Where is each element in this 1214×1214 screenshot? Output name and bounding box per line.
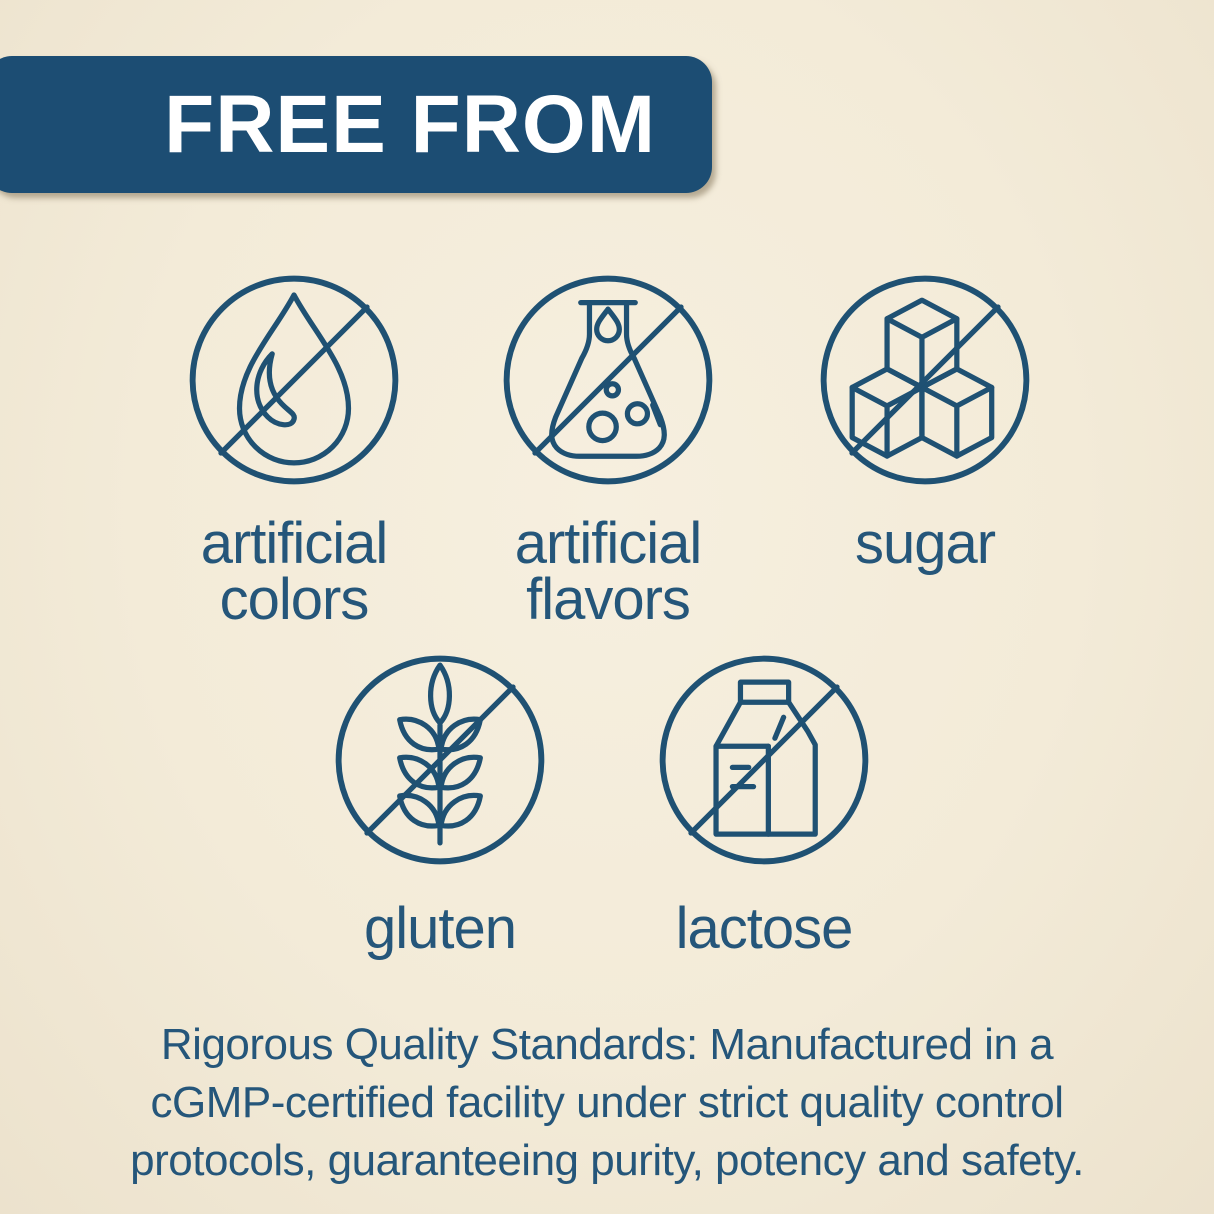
free-from-banner: FREE FROM — [0, 56, 712, 193]
label-line: artificial — [200, 511, 389, 576]
label-line: colors — [219, 567, 370, 632]
label-gluten: gluten — [280, 896, 600, 961]
label-lactose: lactose — [604, 896, 924, 961]
no-wheat-icon — [331, 651, 549, 869]
label-artificial-flavors: artificial flavors — [448, 511, 768, 632]
label-line: lactose — [675, 896, 854, 961]
label-line: flavors — [526, 567, 691, 632]
label-line: sugar — [854, 511, 996, 576]
no-flask-icon — [499, 271, 717, 489]
banner-title: FREE FROM — [164, 78, 656, 170]
label-sugar: sugar — [765, 511, 1085, 576]
label-line: gluten — [363, 896, 517, 961]
no-milk-carton-icon — [655, 651, 873, 869]
quality-standards-line: protocols, guaranteeing purity, potency … — [130, 1136, 1084, 1185]
quality-standards-text: Rigorous Quality Standards: Manufactured… — [57, 1016, 1157, 1190]
no-water-drop-icon — [185, 271, 403, 489]
quality-standards-line: Rigorous Quality Standards: Manufactured… — [160, 1020, 1054, 1069]
no-sugar-cubes-icon — [816, 271, 1034, 489]
label-line: artificial — [514, 511, 703, 576]
label-artificial-colors: artificial colors — [134, 511, 454, 632]
quality-standards-line: cGMP-certified facility under strict qua… — [150, 1078, 1064, 1127]
